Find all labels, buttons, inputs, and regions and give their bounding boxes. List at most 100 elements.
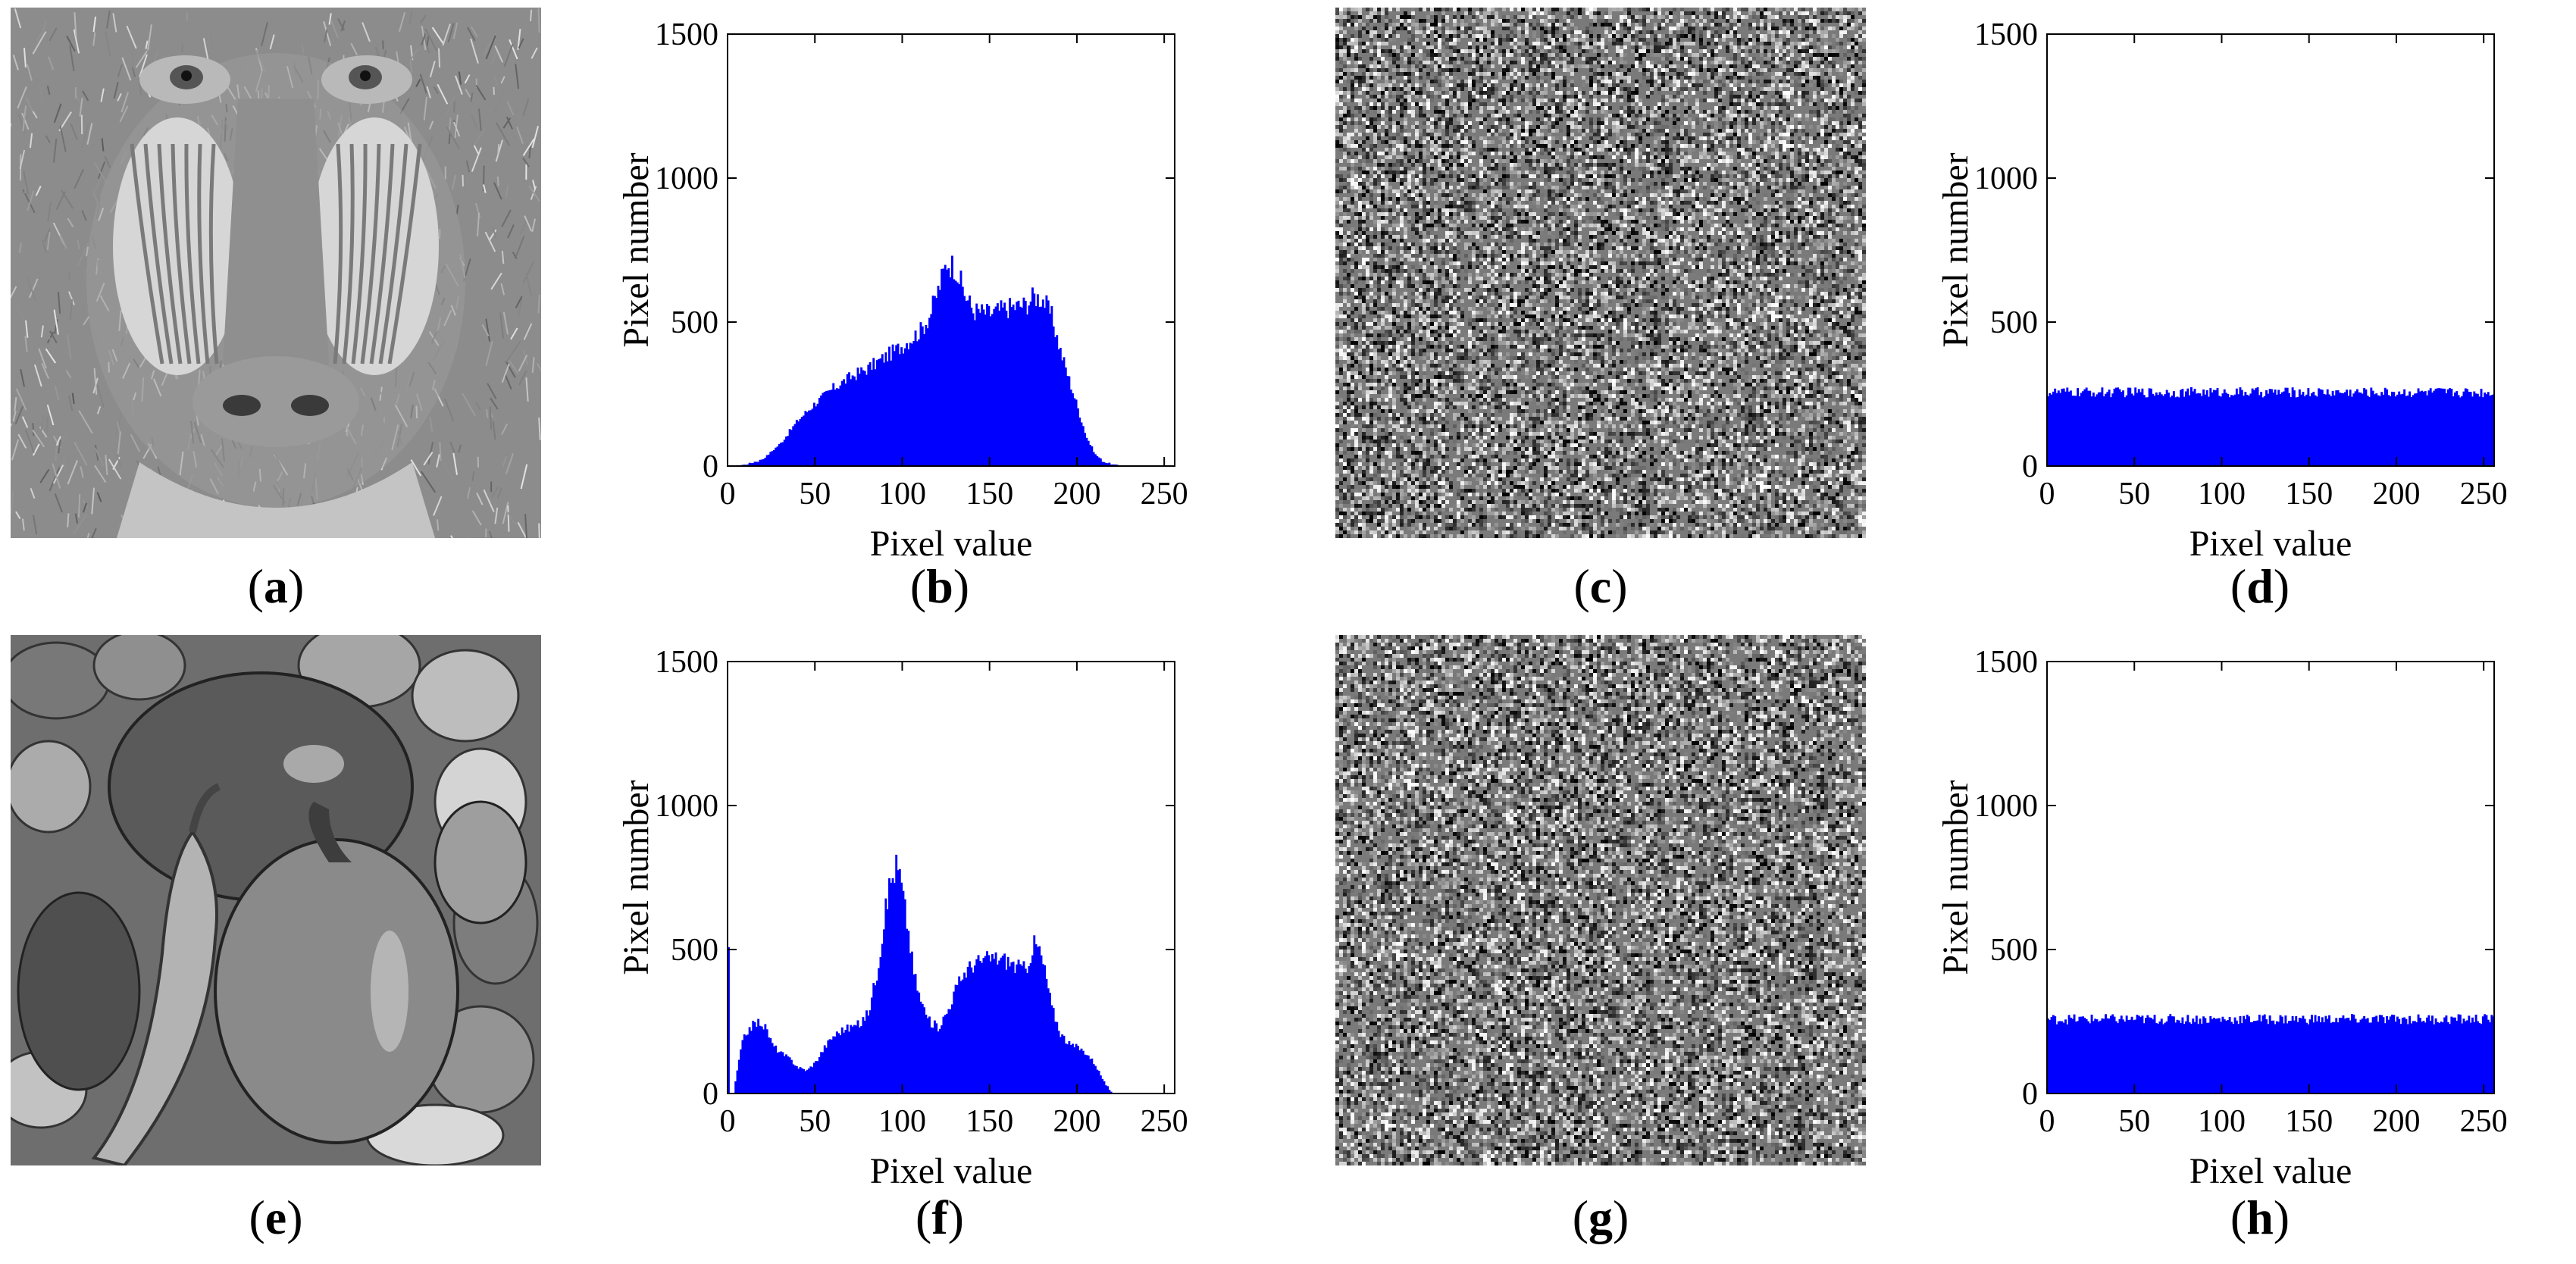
histogram-bar [2401, 393, 2404, 466]
histogram-bar [867, 364, 870, 466]
histogram-bar [834, 1036, 837, 1093]
histogram-bar [2378, 396, 2381, 466]
histogram-bar [993, 308, 996, 466]
histogram-bar [2471, 396, 2474, 466]
histogram-bar [804, 411, 807, 466]
histogram-bar [2462, 1018, 2465, 1093]
histogram-bar [781, 442, 784, 466]
histogram-bar [2132, 1020, 2135, 1093]
histogram-bar [982, 958, 985, 1093]
histogram-bar [1019, 964, 1022, 1093]
histogram-bar [785, 1054, 787, 1093]
histogram-bar [2208, 1022, 2210, 1093]
histogram-bar [2318, 388, 2321, 466]
histogram-bar [2047, 1018, 2049, 1093]
histogram-bar [765, 1029, 768, 1093]
histogram-bar [2328, 394, 2330, 466]
histogram-bar [2265, 1019, 2268, 1093]
histogram-bar [2057, 390, 2060, 466]
histogram-bar [769, 1037, 772, 1093]
histogram-bar [975, 303, 978, 466]
histogram-bar [2077, 1021, 2080, 1093]
histogram-bar [1091, 1058, 1094, 1093]
histogram-bar [2097, 392, 2100, 466]
histogram-bar [978, 961, 981, 1093]
histogram-bar [1094, 454, 1097, 466]
y-tick-label: 500 [1990, 305, 2038, 340]
histogram-bar [2105, 393, 2107, 466]
histogram-bar [2275, 1021, 2278, 1093]
histogram-bar [2300, 394, 2303, 466]
histogram-bar [2300, 1018, 2303, 1093]
histogram-bar [2279, 1015, 2282, 1093]
histogram-bar [2433, 390, 2436, 466]
histogram-bar [1052, 326, 1055, 466]
histogram-bar [2457, 1014, 2460, 1093]
histogram-bar [2267, 393, 2270, 466]
histogram-bar [2335, 390, 2338, 466]
histogram-bar [2101, 387, 2104, 466]
histogram-bar [848, 1031, 850, 1093]
histogram-bar [1049, 313, 1051, 466]
histogram-bar [2271, 389, 2273, 466]
histogram-bar [1097, 1070, 1100, 1093]
histogram-bar [2192, 391, 2195, 466]
histogram-bar [2335, 1018, 2338, 1093]
histogram-bar [2268, 389, 2271, 466]
y-tick-label: 0 [2022, 1077, 2038, 1112]
histogram-bar [2272, 1020, 2275, 1093]
histogram-bar [2340, 1018, 2343, 1093]
histogram-bar [853, 376, 856, 466]
histogram-bar [2386, 1015, 2389, 1093]
histogram-bar [1034, 305, 1038, 466]
histogram-bar [775, 447, 778, 466]
histogram-bar [977, 955, 980, 1093]
histogram-bar [2228, 1017, 2231, 1093]
caption-a: (a) [200, 562, 352, 611]
histogram-bar [2118, 389, 2121, 466]
histogram-bar [1017, 959, 1020, 1093]
histogram-bar [1064, 367, 1067, 466]
histogram-bar [2197, 393, 2200, 466]
histogram-bar [1016, 964, 1019, 1093]
y-tick-label: 1500 [655, 17, 718, 52]
histogram-bar [2446, 1022, 2449, 1093]
histogram-bar [958, 284, 961, 466]
histogram-bar [2124, 1022, 2127, 1093]
histogram-bar [2225, 1021, 2227, 1093]
histogram-bar [946, 1013, 948, 1093]
x-axis-label: Pixel value [870, 524, 1033, 564]
beard [117, 462, 435, 538]
histogram-bar [949, 277, 952, 466]
histogram-bar [2337, 390, 2340, 466]
histogram-bar [2214, 1018, 2218, 1093]
histogram-bar [2346, 390, 2349, 466]
histogram-bar [2469, 392, 2472, 466]
histogram-bar [930, 314, 933, 466]
histogram-bar [820, 1052, 823, 1093]
histogram-bar [2218, 1018, 2221, 1093]
histogram-bar [1099, 1075, 1102, 1093]
histogram-bar [2371, 390, 2374, 466]
histogram-bar [2108, 1018, 2111, 1093]
histogram-bar [2489, 1022, 2491, 1093]
histogram-bar [2452, 396, 2455, 466]
histogram-bar [2421, 390, 2424, 466]
histogram-bar [2243, 1015, 2246, 1093]
histogram-bar [961, 286, 964, 466]
histogram-bar [1009, 298, 1011, 466]
x-tick-label: 250 [2460, 1104, 2508, 1139]
histogram-bar [2455, 1020, 2459, 1093]
histogram-bar [1019, 306, 1022, 466]
histogram-bar [2436, 1022, 2439, 1093]
histogram-bar [1076, 408, 1079, 466]
histogram-bar [811, 1067, 814, 1093]
histogram-bar [2359, 393, 2362, 466]
histogram-bar [1029, 301, 1032, 466]
histogram-bar [799, 1067, 802, 1093]
histogram-bar [2102, 1018, 2105, 1093]
histogram-bar [2240, 390, 2243, 466]
histogram-bar [1056, 335, 1059, 466]
histogram-bar [2363, 1015, 2366, 1093]
histogram-bar [881, 354, 884, 466]
